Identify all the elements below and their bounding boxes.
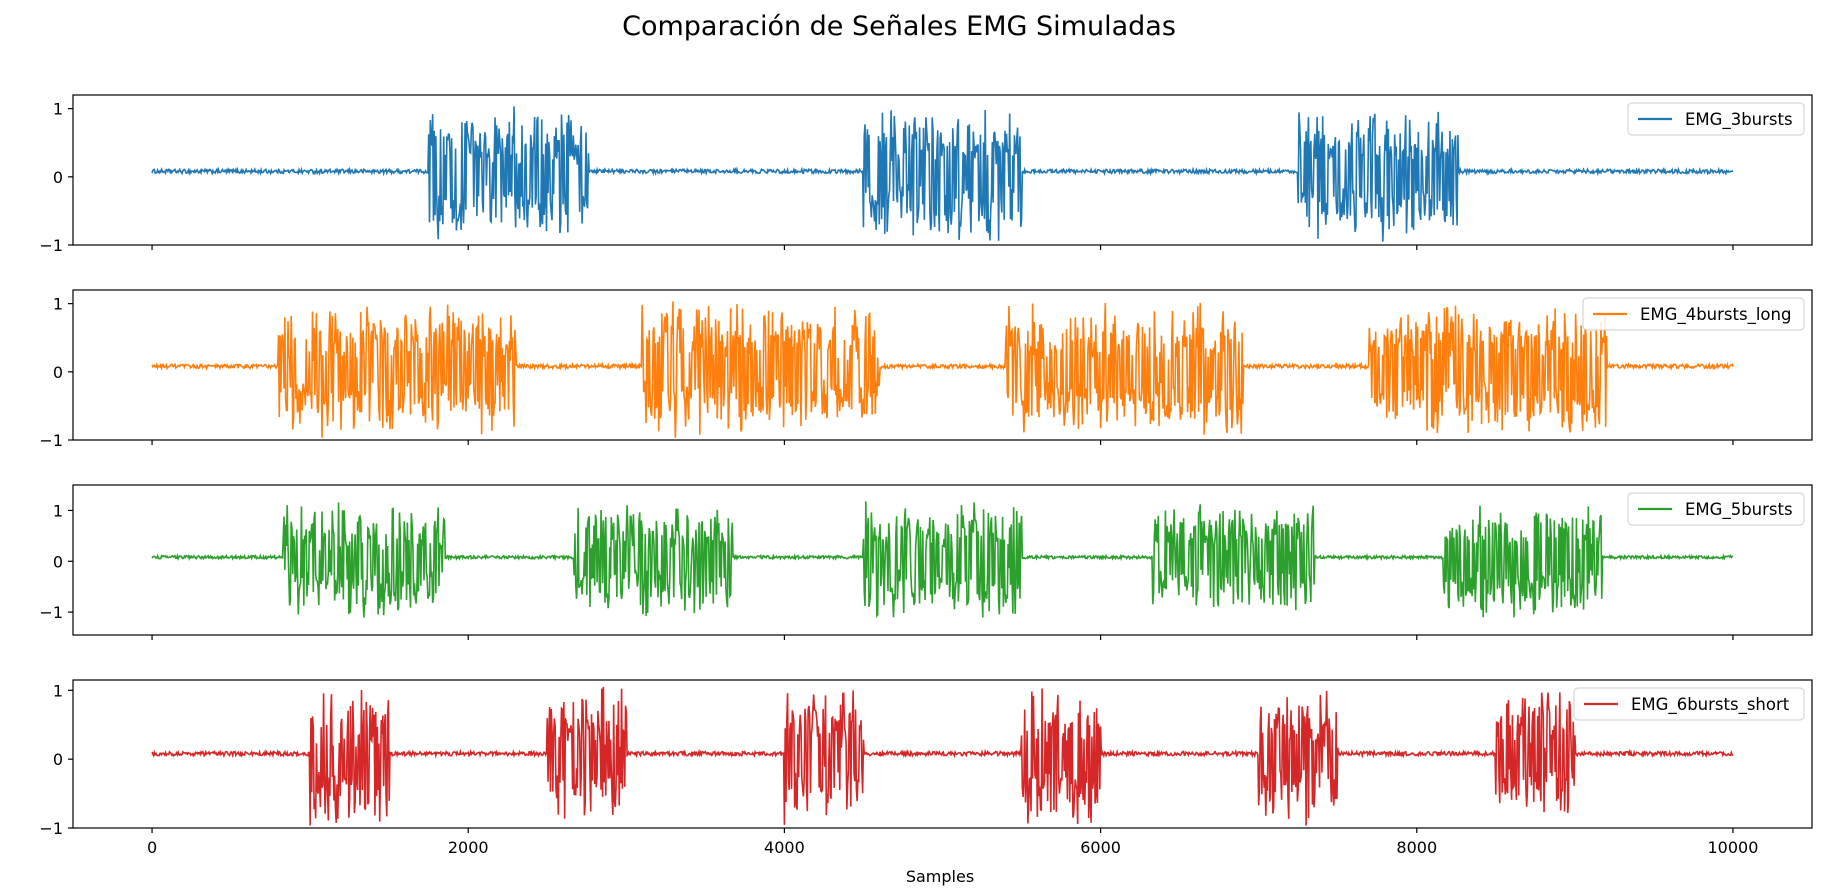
legend-label: EMG_3bursts [1685,110,1793,130]
y-tick-label: 0 [53,168,63,187]
signal-line-3 [151,501,1734,619]
axes-frame-3 [72,484,1813,636]
y-tick-label: 0 [53,363,63,382]
legend-label: EMG_5bursts [1685,500,1793,520]
x-axis-label: Samples [906,867,974,886]
y-tick-label: 0 [53,750,63,769]
y-tick-label: −1 [39,431,63,450]
legend-label: EMG_6bursts_short [1631,695,1790,715]
axes-frame-2 [72,289,1813,441]
y-tick-label: 1 [53,295,63,314]
subplot-4: 1 0 −1 0 2000 4000 6000 8000 10000 EMG_6bursts_sh… [39,679,1813,857]
x-tick-label: 4000 [764,838,805,857]
subplot-1: 1 0 −1 EMG_3bursts [39,94,1813,255]
y-tick-label: −1 [39,603,63,622]
x-tick-label: 10000 [1708,838,1759,857]
figure-title: Comparación de Señales EMG Simuladas [622,11,1176,42]
subplots: 1 0 −1 EMG_3bursts 1 0 −1 EMG_4bursts_long 1 0 −1 E… [39,94,1813,857]
subplot-3: 1 0 −1 EMG_5bursts [39,484,1813,640]
y-tick-label: 1 [53,100,63,119]
x-tick-label: 8000 [1396,838,1437,857]
y-tick-label: −1 [39,819,63,838]
legend-2: EMG_4bursts_long [1582,297,1805,331]
legend-1: EMG_3bursts [1627,102,1805,136]
y-tick-label: 0 [53,552,63,571]
subplot-2: 1 0 −1 EMG_4bursts_long [39,289,1813,450]
axes-frame-1 [72,94,1813,246]
x-tick-label: 6000 [1080,838,1121,857]
y-tick-label: −1 [39,236,63,255]
signal-line-2 [151,301,1734,438]
x-tick-label: 2000 [448,838,489,857]
legend-label: EMG_4bursts_long [1640,305,1791,325]
y-tick-label: 1 [53,501,63,520]
signal-line-1 [151,106,1734,242]
axes-frame-4 [72,679,1813,829]
legend-3: EMG_5bursts [1627,492,1805,526]
signal-line-4 [151,686,1734,826]
legend-4: EMG_6bursts_short [1573,687,1805,721]
y-tick-label: 1 [53,681,63,700]
x-tick-label: 0 [147,838,157,857]
